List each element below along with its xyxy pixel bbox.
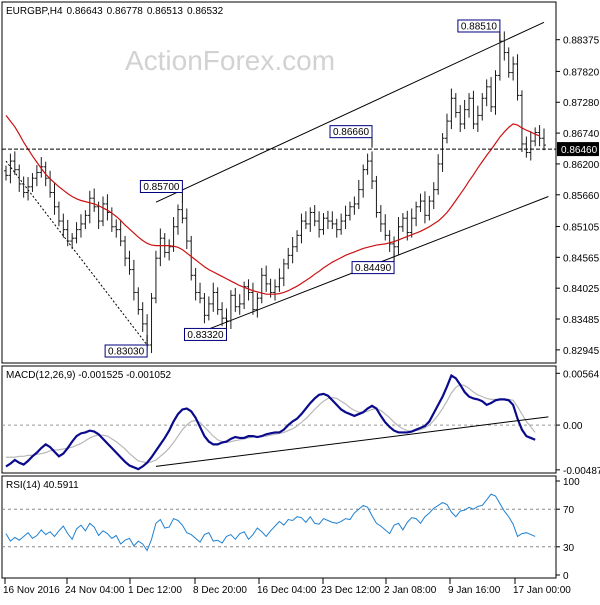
- dotted-trend-line: [5, 160, 148, 346]
- price-panel-frame: [1, 1, 557, 364]
- rsi-line: [5, 493, 536, 552]
- rsi-panel: RSI(14) 40.5911 100 70 30 0: [1, 475, 580, 582]
- macd-title: MACD(12,26,9) -0.001525 -0.001052: [6, 370, 172, 381]
- rsi-title: RSI(14) 40.5911: [6, 480, 79, 491]
- price-y-tick-label: 0.85660: [563, 191, 600, 202]
- price-y-tick-label: 0.86740: [563, 129, 600, 140]
- annotation-label: 0.83030: [108, 347, 145, 358]
- x-tick-label: 16 Dec 04:00: [257, 585, 317, 596]
- ohlc-high: 0.86778: [107, 6, 144, 17]
- ohlc-open: 0.86643: [67, 6, 104, 17]
- rsi-lines: [2, 493, 556, 552]
- annotation-label: 0.85700: [143, 182, 180, 193]
- macd-y-tick-label: -0.004875: [563, 466, 600, 477]
- price-series: [4, 31, 546, 354]
- price-y-tick-label: 0.86200: [563, 160, 600, 171]
- annotation-label: 0.88510: [461, 21, 498, 32]
- rsi-y-axis: 100 70 30 0: [556, 477, 580, 582]
- macd-y-axis: 0.005641 0.00 -0.004875: [556, 369, 600, 477]
- price-y-tick-label: 0.88375: [563, 36, 600, 47]
- price-y-tick-label: 0.84025: [563, 284, 600, 295]
- annotation-label: 0.83320: [187, 330, 224, 341]
- price-y-tick-label: 0.83485: [563, 315, 600, 326]
- current-price-label: 0.86460: [561, 145, 598, 156]
- price-annotations: 0.83030 0.85700 0.83320 0.86660 0.84490 0.885…: [104, 19, 501, 358]
- macd-line: [5, 373, 536, 471]
- annotation-label: 0.86660: [333, 127, 370, 138]
- ohlc-low: 0.86513: [147, 6, 184, 17]
- moving-average-line: [5, 115, 540, 295]
- x-tick-label: 9 Jan 16:00: [448, 585, 501, 596]
- ohlc-close: 0.86532: [187, 6, 224, 17]
- rsi-y-tick-label: 100: [563, 477, 580, 488]
- price-y-tick-label: 0.82945: [563, 346, 600, 357]
- price-y-tick-label: 0.85105: [563, 222, 600, 233]
- price-y-axis: 0.88375 0.87820 0.87280 0.86740 0.86200 0.856…: [556, 36, 600, 357]
- annotation-box: [139, 179, 183, 193]
- current-price-tag: [557, 142, 599, 157]
- x-tick-label: 1 Dec 12:00: [128, 585, 182, 596]
- macd-lines: [2, 373, 556, 471]
- moving-average-path: [5, 115, 540, 295]
- price-y-tick-label: 0.87820: [563, 67, 600, 78]
- x-tick-label: 17 Jan 00:00: [513, 585, 571, 596]
- annotation-box: [329, 125, 373, 139]
- rsi-y-tick-label: 30: [563, 543, 575, 554]
- macd-signal-line: [6, 384, 536, 464]
- dotted-trend-path: [5, 160, 148, 346]
- x-tick-label: 8 Dec 20:00: [193, 585, 247, 596]
- x-tick-label: 24 Nov 04:00: [65, 585, 125, 596]
- x-tick-label: 2 Jan 08:00: [384, 585, 437, 596]
- annotation-label: 0.84490: [355, 263, 392, 274]
- macd-trend-line: [155, 416, 549, 467]
- price-panel: ActionForex.com 0.830300.857000.833200.8…: [1, 1, 600, 364]
- x-tick-label: 16 Nov 2016: [3, 585, 60, 596]
- macd-panel: MACD(12,26,9) -0.001525 -0.001052 0.0056…: [1, 365, 600, 477]
- channel-upper-line: [155, 21, 545, 203]
- annotation-box: [457, 19, 501, 33]
- macd-y-tick-label: 0.00: [563, 421, 583, 432]
- macd-y-tick-label: 0.005641: [563, 369, 600, 380]
- annotation-box: [183, 327, 227, 341]
- macd-panel-frame: [1, 365, 557, 474]
- instrument-title: EURGBP,H4 0.86643 0.86778 0.86513 0.86532: [6, 6, 224, 17]
- price-y-tick-label: 0.84565: [563, 253, 600, 264]
- annotation-box: [351, 261, 395, 275]
- watermark-text: ActionForex.com: [125, 45, 335, 76]
- rsi-panel-frame: [1, 475, 557, 579]
- annotation-box: [104, 344, 148, 358]
- time-x-axis: 16 Nov 2016 24 Nov 04:00 1 Dec 12:00 8 Dec …: [3, 578, 571, 596]
- rsi-y-tick-label: 70: [563, 505, 575, 516]
- x-tick-label: 23 Dec 12:00: [321, 585, 381, 596]
- rsi-y-tick-label: 0: [563, 571, 569, 582]
- price-y-tick-label: 0.87280: [563, 98, 600, 109]
- instrument-title-text: EURGBP,H4: [6, 6, 63, 17]
